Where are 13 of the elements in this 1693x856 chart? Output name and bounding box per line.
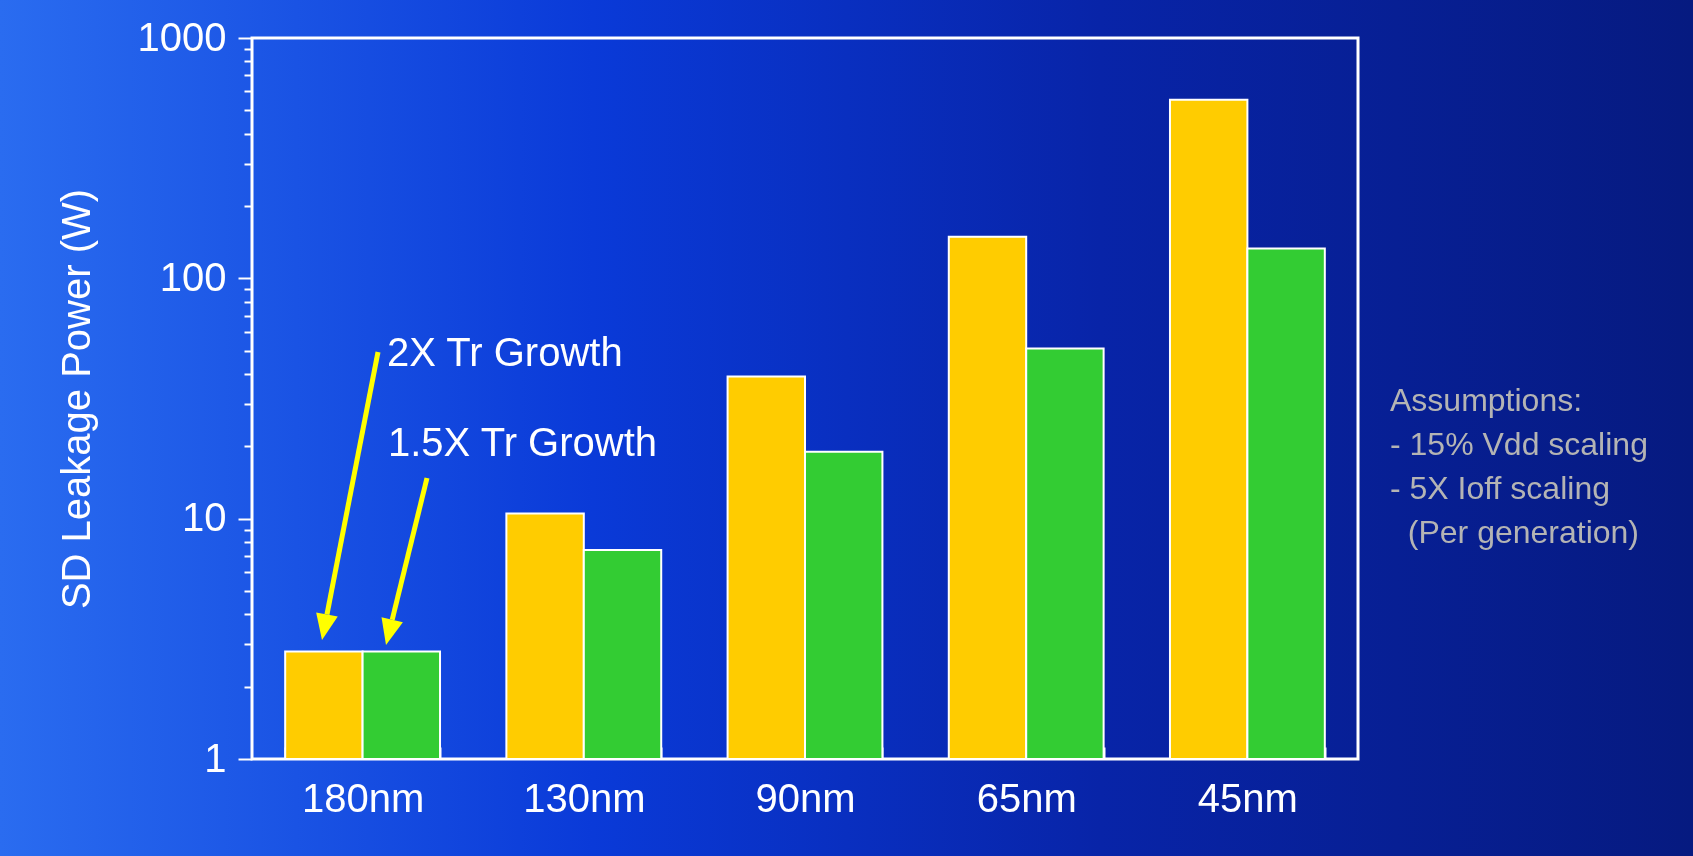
y-tick-label: 1 — [204, 735, 227, 780]
y-tick-label: 10 — [182, 495, 227, 540]
y-tick-label: 1000 — [137, 14, 227, 59]
x-tick-label: 130nm — [523, 775, 646, 820]
x-tick-label: 90nm — [755, 775, 856, 820]
y-axis-title: SD Leakage Power (W) — [53, 188, 98, 610]
text: Assumptions: - 15% Vdd scaling - 5X Ioff scaling (Per generation) — [1390, 381, 1648, 552]
y-tick-label: 100 — [159, 254, 227, 299]
x-tick-label: 65nm — [976, 775, 1077, 820]
x-tick-label: 180nm — [301, 775, 425, 820]
x-tick-label: 45nm — [1197, 775, 1298, 820]
annotation: 1.5X Tr Growth — [388, 420, 657, 465]
annotation: 2X Tr Growth — [387, 330, 623, 375]
